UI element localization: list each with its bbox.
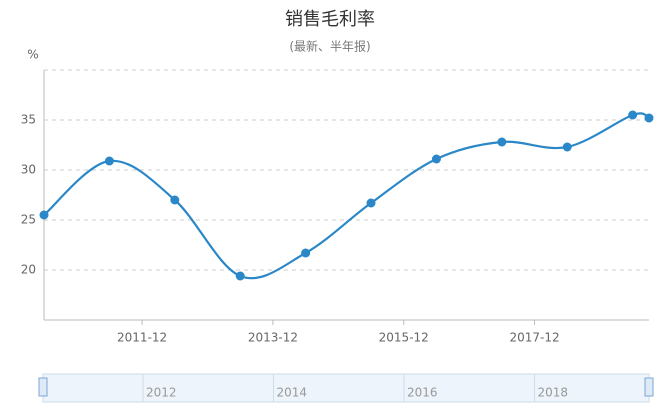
zoom-label: 2014 — [277, 386, 308, 400]
y-tick-label: 20 — [21, 263, 36, 277]
zoom-handle[interactable] — [38, 377, 48, 397]
chart-subtitle: (最新、半年报) — [289, 39, 370, 54]
point — [39, 210, 49, 220]
point — [628, 110, 638, 120]
x-tick-label: 2017-12 — [509, 331, 559, 345]
point — [366, 198, 376, 208]
x-tick-label: 2013-12 — [248, 331, 298, 345]
y-tick-label: 30 — [21, 163, 36, 177]
y-tick-label: 35 — [21, 113, 36, 127]
zoom-label: 2012 — [146, 386, 177, 400]
point — [431, 154, 441, 164]
zoom-handle[interactable] — [644, 377, 654, 397]
zoom-label: 2018 — [538, 386, 569, 400]
point — [235, 271, 245, 281]
zoom-label: 2016 — [407, 386, 438, 400]
point — [301, 248, 311, 258]
y-tick-label: 25 — [21, 213, 36, 227]
point — [497, 137, 507, 147]
zoom-slider[interactable] — [38, 373, 654, 403]
x-tick-label: 2015-12 — [379, 331, 429, 345]
x-tick-label: 2011-12 — [117, 331, 167, 345]
y-axis-label: % — [27, 48, 38, 62]
point — [562, 142, 572, 152]
point — [104, 156, 114, 166]
line — [43, 112, 650, 280]
chart-title: 销售毛利率 — [285, 9, 375, 30]
point — [644, 113, 654, 123]
point — [170, 195, 180, 205]
